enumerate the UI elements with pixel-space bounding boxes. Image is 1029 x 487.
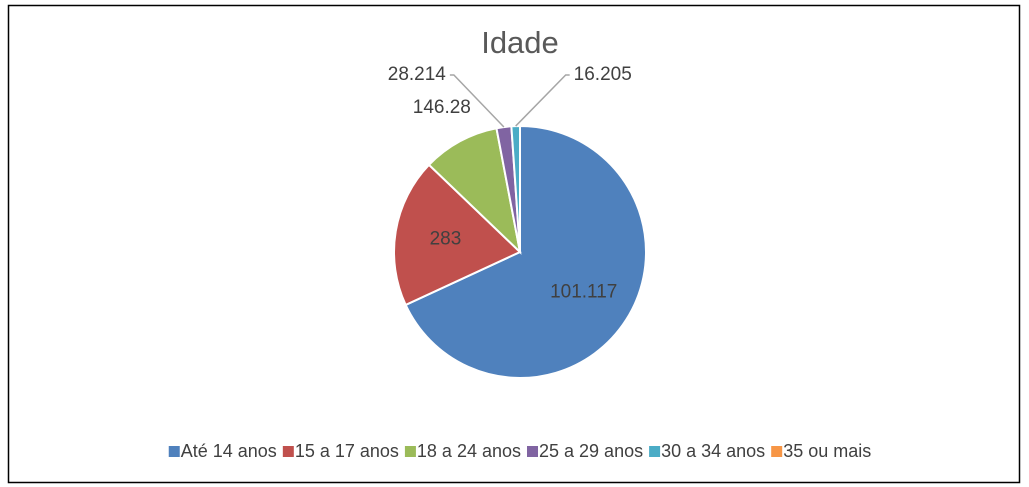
leader-line	[449, 74, 505, 128]
legend-label: 25 a 29 anos	[539, 441, 643, 461]
data-label: 146.28	[413, 97, 471, 118]
legend-label: 18 a 24 anos	[417, 441, 521, 461]
legend-label: 15 a 17 anos	[295, 441, 399, 461]
legend-swatch	[527, 446, 539, 457]
data-label: 283	[430, 229, 462, 250]
data-label: 16.205	[574, 64, 632, 85]
legend-swatch	[771, 446, 783, 457]
chart-title: Idade	[481, 25, 559, 60]
legend-swatch	[282, 446, 294, 457]
legend-swatch	[404, 446, 416, 457]
legend-label: 30 a 34 anos	[661, 441, 765, 461]
legend-label: Até 14 anos	[181, 441, 277, 461]
legend-label: 35 ou mais	[783, 441, 871, 461]
pie-slice	[404, 124, 647, 379]
legend-swatch	[168, 446, 180, 457]
pie-slice	[427, 127, 522, 255]
pie-slice	[393, 163, 522, 307]
leader-line	[515, 74, 570, 127]
data-label: 28.214	[388, 64, 447, 85]
data-label: 101.117	[550, 282, 617, 303]
legend-swatch	[649, 446, 661, 457]
